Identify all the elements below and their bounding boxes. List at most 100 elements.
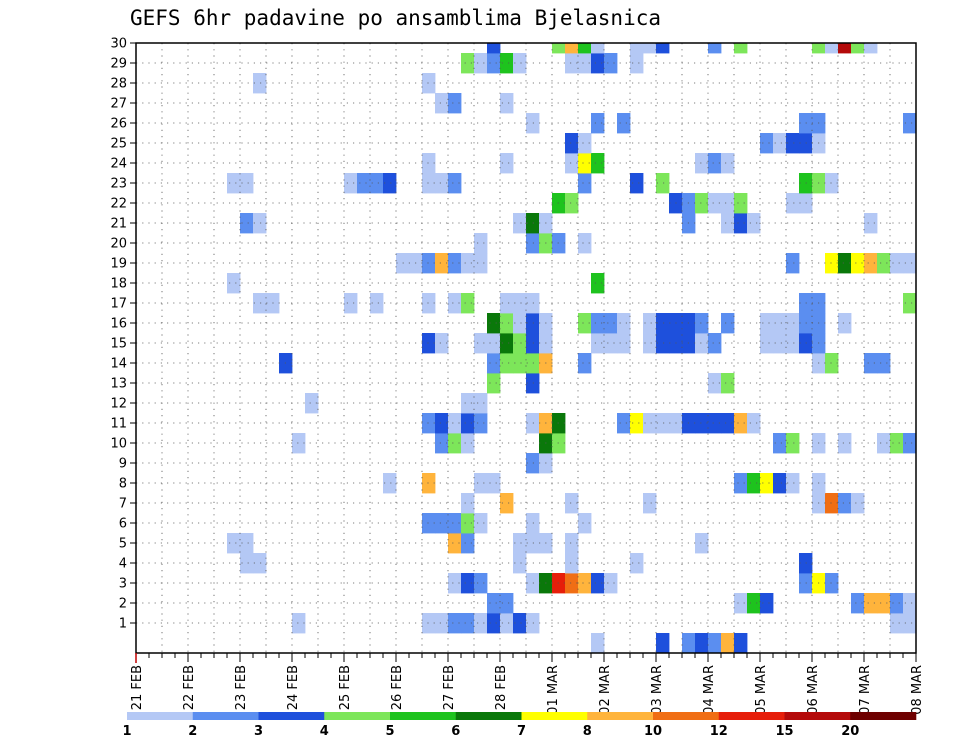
- heatmap-cell: [903, 293, 917, 314]
- heatmap-cell: [474, 413, 488, 434]
- heatmap-cell: [500, 593, 514, 614]
- heatmap-cell: [565, 533, 579, 554]
- heatmap-cell: [513, 213, 527, 234]
- heatmap-cell: [227, 273, 241, 294]
- heatmap-cell: [877, 353, 891, 374]
- y-tick-label: 1: [119, 617, 127, 632]
- heatmap-cell: [708, 633, 722, 654]
- heatmap-cell: [435, 413, 449, 434]
- heatmap-cell: [812, 43, 826, 54]
- heatmap-cell: [526, 233, 540, 254]
- legend-label: 10: [644, 724, 662, 739]
- heatmap-cell: [487, 613, 501, 634]
- x-tick-label: 25 FEB: [338, 665, 353, 710]
- x-tick-label: 05 MAR: [754, 665, 769, 715]
- heatmap-cell: [448, 253, 462, 274]
- heatmap-cell: [734, 633, 748, 654]
- heatmap-cell: [513, 293, 527, 314]
- heatmap-cell: [474, 513, 488, 534]
- heatmap-cell: [461, 533, 475, 554]
- legend-swatch: [784, 712, 851, 720]
- heatmap-cell: [877, 433, 891, 454]
- heatmap-cell: [422, 153, 436, 174]
- heatmap-cell: [695, 413, 709, 434]
- y-tick-label: 25: [110, 137, 127, 152]
- heatmap-cell: [474, 333, 488, 354]
- heatmap-cell: [240, 213, 254, 234]
- heatmap-cell: [786, 193, 800, 214]
- heatmap-cell: [773, 133, 787, 154]
- heatmap-cell: [565, 153, 579, 174]
- heatmap-cell: [630, 53, 644, 74]
- y-tick-label: 2: [119, 597, 127, 612]
- heatmap-cell: [721, 213, 735, 234]
- heatmap-cell: [357, 173, 371, 194]
- heatmap-cell: [825, 573, 839, 594]
- legend-swatch: [324, 712, 391, 720]
- y-tick-label: 9: [119, 457, 127, 472]
- heatmap-cell: [461, 513, 475, 534]
- heatmap-cell: [240, 553, 254, 574]
- heatmap-cell: [383, 473, 397, 494]
- heatmap-cell: [656, 333, 670, 354]
- heatmap-cell: [565, 133, 579, 154]
- heatmap-cell: [695, 193, 709, 214]
- x-tick-label: 28 FEB: [494, 665, 509, 710]
- heatmap-cell: [760, 133, 774, 154]
- heatmap-cell: [630, 413, 644, 434]
- heatmap-cell: [708, 43, 722, 54]
- heatmap-cell: [591, 573, 605, 594]
- heatmap-cell: [500, 493, 514, 514]
- legend-label: 4: [320, 724, 329, 739]
- heatmap-cell: [721, 373, 735, 394]
- heatmap-cell: [864, 43, 878, 54]
- y-tick-label: 19: [110, 257, 127, 272]
- heatmap-cell: [864, 353, 878, 374]
- heatmap-cell: [461, 413, 475, 434]
- heatmap-cell: [422, 73, 436, 94]
- heatmap-cell: [422, 173, 436, 194]
- legend-label: 8: [583, 724, 592, 739]
- grid-layer: [136, 42, 916, 653]
- heatmap-cell: [383, 173, 397, 194]
- heatmap-cell: [734, 593, 748, 614]
- heatmap-cell: [526, 293, 540, 314]
- heatmap-cell: [903, 613, 917, 634]
- heatmap-cell: [448, 413, 462, 434]
- colorbar-legend: 1 2 3 4 5 6 7 8 10 12 15 20: [122, 712, 917, 739]
- heatmap-cell: [422, 513, 436, 534]
- heatmap-cell: [344, 173, 358, 194]
- heatmap-cell: [448, 293, 462, 314]
- heatmap-cell: [630, 553, 644, 574]
- heatmap-cell: [435, 613, 449, 634]
- heatmap-cell: [630, 173, 644, 194]
- y-axis: 1234567891011121314151617181920212223242…: [110, 37, 136, 632]
- heatmap-cell: [526, 613, 540, 634]
- legend-label: 3: [254, 724, 263, 739]
- y-tick-label: 8: [119, 477, 127, 492]
- y-tick-label: 20: [110, 237, 127, 252]
- x-tick-label: 06 MAR: [806, 665, 821, 715]
- heatmap-cell: [253, 293, 267, 314]
- heatmap-cell: [786, 133, 800, 154]
- heatmap-cell: [487, 43, 501, 54]
- heatmap-cell: [903, 253, 917, 274]
- x-tick-label: 27 FEB: [442, 665, 457, 710]
- heatmap-cell: [526, 533, 540, 554]
- heatmap-cell: [240, 173, 254, 194]
- heatmap-cell: [838, 433, 852, 454]
- heatmap-cell: [695, 333, 709, 354]
- y-tick-label: 24: [110, 157, 127, 172]
- y-tick-label: 30: [110, 37, 127, 52]
- legend-swatch: [653, 712, 720, 720]
- heatmap-cell: [253, 553, 267, 574]
- heatmap-cell: [890, 593, 904, 614]
- heatmap-cell: [734, 213, 748, 234]
- heatmap-cell: [474, 253, 488, 274]
- heatmap-cell: [708, 153, 722, 174]
- heatmap-cell: [890, 253, 904, 274]
- heatmap-cell: [578, 353, 592, 374]
- heatmap-cell: [747, 413, 761, 434]
- x-tick-label: 04 MAR: [702, 665, 717, 715]
- heatmap-cell: [708, 373, 722, 394]
